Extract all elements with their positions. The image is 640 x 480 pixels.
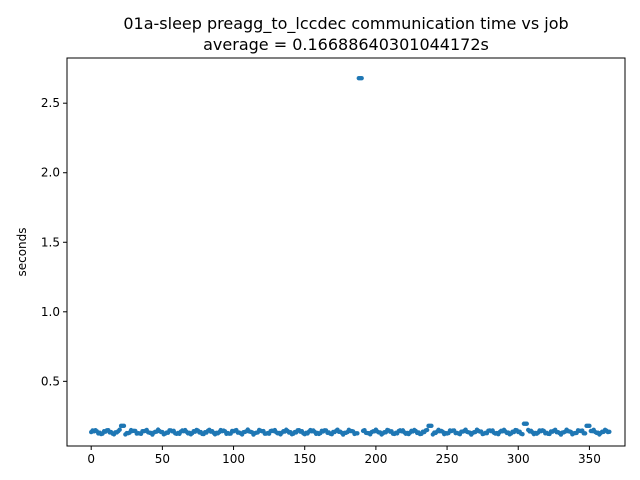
data-point	[359, 75, 364, 81]
y-axis-label: seconds	[15, 227, 29, 276]
y-tick-label: 2.0	[41, 166, 60, 180]
chart-subtitle: average = 0.16688640301044172s	[203, 35, 489, 54]
x-tick-label: 250	[436, 452, 459, 466]
data-point	[424, 427, 430, 433]
chart-title: 01a-sleep preagg_to_lccdec communication…	[123, 14, 568, 34]
data-point	[121, 423, 127, 429]
y-axis-ticks: 0.5 1.0 1.5 2.0 2.5	[41, 96, 67, 388]
y-tick-label: 2.5	[41, 96, 60, 110]
data-point	[429, 423, 434, 429]
y-tick-label: 1.5	[41, 235, 60, 249]
x-tick-label: 150	[293, 452, 316, 466]
x-tick-label: 350	[578, 452, 601, 466]
x-tick-label: 100	[222, 452, 245, 466]
y-tick-label: 1.0	[41, 305, 60, 319]
y-tick-label: 0.5	[41, 374, 60, 388]
data-point	[587, 423, 592, 429]
plot-frame	[66, 57, 626, 447]
x-tick-label: 300	[507, 452, 530, 466]
data-point	[520, 431, 525, 437]
data-point	[607, 429, 612, 434]
x-tick-label: 50	[155, 452, 170, 466]
x-tick-label: 200	[364, 452, 387, 466]
data-point	[355, 431, 360, 436]
data-point	[524, 421, 529, 426]
data-point	[582, 431, 588, 436]
data-point	[117, 427, 122, 432]
x-axis-ticks: 0 50 100 150 200 250 300 350	[87, 446, 601, 466]
data-points	[89, 75, 612, 437]
x-tick-label: 0	[87, 452, 95, 466]
